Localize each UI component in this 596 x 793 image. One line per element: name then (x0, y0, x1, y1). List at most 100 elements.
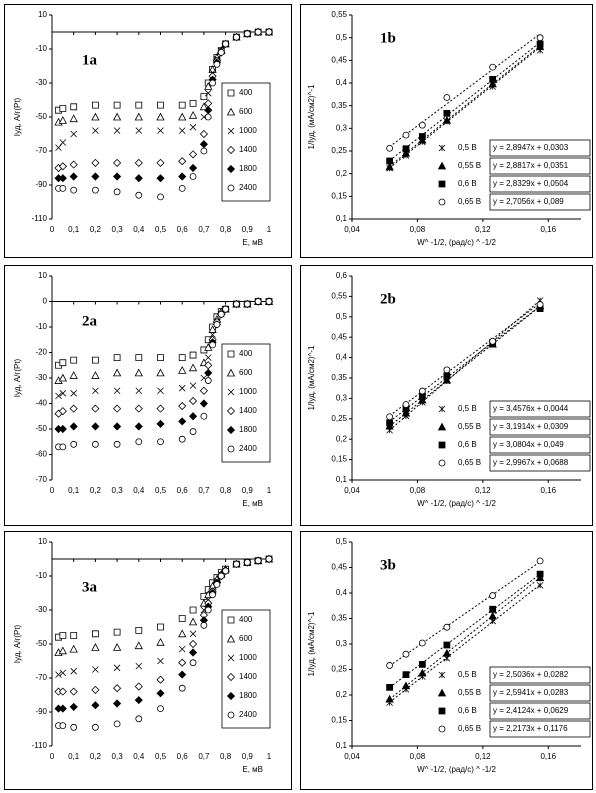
legend-marker (227, 711, 235, 719)
legend-marker (227, 616, 235, 624)
y-tick-label: -40 (35, 399, 47, 408)
marker (113, 172, 122, 181)
marker (178, 615, 186, 622)
marker (135, 662, 143, 670)
marker (402, 145, 410, 153)
marker (385, 694, 394, 703)
marker (386, 413, 394, 421)
marker (92, 723, 99, 731)
y-axis-label: Iуд, A/г(Pt) (13, 358, 22, 397)
legend-marker (227, 127, 235, 135)
y-tick-label: 0,4 (336, 353, 348, 362)
annotation: 2b (380, 291, 396, 307)
marker (58, 646, 68, 655)
marker (157, 127, 164, 134)
legend-marker (227, 654, 235, 662)
y-tick-label: 0,35 (331, 373, 347, 382)
marker (134, 404, 143, 413)
trend-equation: y = 3,1914x + 0,0309 (493, 422, 569, 431)
marker (69, 114, 78, 123)
marker (204, 361, 213, 370)
marker (134, 158, 143, 167)
y-tick-label: 0,4 (336, 78, 348, 87)
y-tick-label: -110 (32, 741, 48, 750)
marker (178, 417, 187, 426)
legend-marker (437, 422, 447, 431)
y-tick-label: -20 (35, 348, 47, 357)
x-axis-label: E, мВ (242, 499, 263, 508)
marker (92, 127, 99, 134)
marker (213, 581, 221, 588)
marker (188, 617, 198, 626)
marker (70, 356, 78, 364)
legend-marker (438, 144, 446, 152)
x-tick-label: 0,6 (177, 752, 189, 761)
marker (178, 658, 187, 667)
marker (178, 384, 186, 392)
marker (156, 689, 165, 698)
x-tick-label: 0,8 (220, 752, 232, 761)
legend-label: 400 (239, 349, 253, 358)
marker (188, 396, 198, 406)
marker (265, 28, 273, 36)
marker (112, 368, 122, 377)
marker (70, 130, 77, 138)
x-axis-label: E, мВ (242, 238, 263, 247)
marker (178, 112, 187, 121)
x-axis-label: W^ -1/2, (рад/с) ^ -1/2 (417, 238, 496, 247)
marker (92, 356, 99, 364)
marker (113, 628, 121, 636)
marker (70, 723, 78, 731)
marker (254, 298, 262, 305)
marker (134, 696, 143, 705)
marker (243, 559, 251, 566)
legend-label: 1000 (239, 653, 257, 662)
y-tick-label: 10 (38, 271, 47, 280)
marker (55, 671, 62, 678)
legend-marker (226, 634, 236, 643)
marker (188, 412, 198, 421)
marker (204, 606, 212, 614)
marker (157, 354, 164, 361)
marker (178, 435, 186, 443)
x-tick-label: 0,3 (112, 752, 124, 761)
y-tick-label: 0,1 (336, 475, 348, 484)
y-tick-label: -70 (35, 673, 47, 682)
trend-line (389, 561, 541, 667)
legend-label: 0,5 В (458, 404, 477, 413)
annotation: 3b (380, 557, 396, 573)
marker (156, 637, 165, 646)
marker (178, 629, 187, 638)
legend-label: 600 (239, 368, 253, 377)
marker (134, 422, 143, 431)
panel-border (4, 4, 292, 258)
y-tick-label: 0,5 (336, 537, 348, 546)
x-tick-label: 0,12 (475, 486, 491, 495)
trend-equation: y = 2,8329x + 0,0504 (493, 179, 569, 188)
trend-equation: y = 2,7056x + 0,089 (493, 197, 564, 206)
trend-equation: y = 3,4576x + 0,0044 (493, 404, 569, 413)
y-axis-label: Iуд, A/г(Pt) (13, 624, 22, 663)
y-axis-label: Iуд, A/г(Pt) (13, 97, 22, 136)
marker (178, 172, 187, 181)
y-tick-label: 0,45 (331, 55, 347, 64)
y-tick-label: 0,25 (331, 146, 347, 155)
trend-equation: y = 2,9967x + 0,0688 (493, 458, 569, 467)
marker (536, 582, 544, 589)
y-tick-label: 10 (38, 10, 47, 19)
marker (489, 592, 497, 599)
marker (157, 101, 164, 109)
marker (69, 404, 78, 413)
legend-marker (226, 164, 236, 174)
marker (70, 103, 78, 111)
x-axis-label: W^ -1/2, (рад/с) ^ -1/2 (417, 499, 496, 508)
marker (91, 112, 100, 121)
x-tick-label: 0,5 (155, 752, 167, 761)
y-tick-label: 0,2 (336, 169, 348, 178)
marker (233, 33, 240, 41)
marker (536, 301, 544, 308)
equation-box (489, 175, 591, 193)
y-tick-label: -50 (35, 112, 47, 121)
marker (134, 641, 143, 650)
legend-label: 0,65 В (458, 458, 481, 467)
